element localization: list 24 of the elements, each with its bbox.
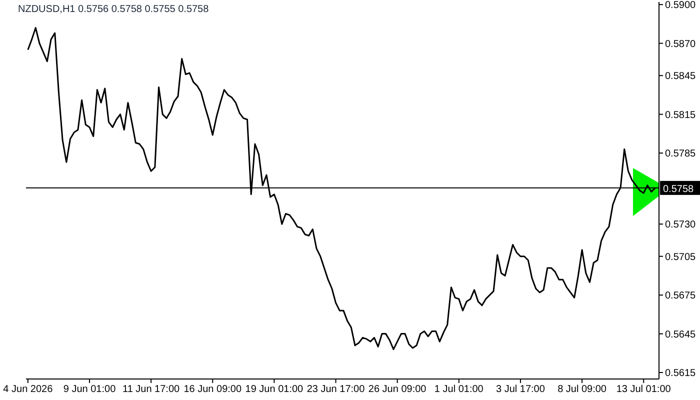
x-tick-label: 1 Jul 01:00 <box>434 384 484 396</box>
x-tick-label: 16 Jun 09:00 <box>184 384 242 396</box>
x-tick-label: 11 Jun 17:00 <box>122 384 180 396</box>
chart-title: NZDUSD,H1 0.5756 0.5758 0.5755 0.5758 <box>18 4 209 15</box>
y-tick-label: 0.5705 <box>665 252 696 263</box>
line-series <box>27 27 656 350</box>
x-tick-label: 8 Jul 09:00 <box>558 384 607 396</box>
y-tick-label: 0.5615 <box>665 368 696 380</box>
x-tick-label: 19 Jun 01:00 <box>245 384 304 396</box>
x-tick-label: 13 Jul 01:00 <box>616 384 672 396</box>
x-tick-label: 23 Jun 17:00 <box>306 384 366 396</box>
x-tick-label: 26 Jun 09:00 <box>368 384 427 396</box>
y-tick-label: 0.5675 <box>665 290 696 302</box>
ref-line-label: 0.5758 <box>663 184 694 195</box>
y-tick-label: 0.5870 <box>665 38 696 50</box>
y-tick-label: 0.5645 <box>665 329 696 340</box>
y-tick-label: 0.5900 <box>665 0 696 12</box>
y-tick-label: 0.5845 <box>665 71 696 82</box>
y-tick-label: 0.5815 <box>665 110 696 121</box>
x-tick-label: 4 Jun 2026 <box>3 384 54 396</box>
y-tick-label: 0.5730 <box>665 220 696 231</box>
y-tick-label: 0.5785 <box>665 148 696 160</box>
x-tick-label: 3 Jul 17:00 <box>496 384 546 396</box>
x-tick-label: 9 Jun 01:00 <box>63 384 116 396</box>
